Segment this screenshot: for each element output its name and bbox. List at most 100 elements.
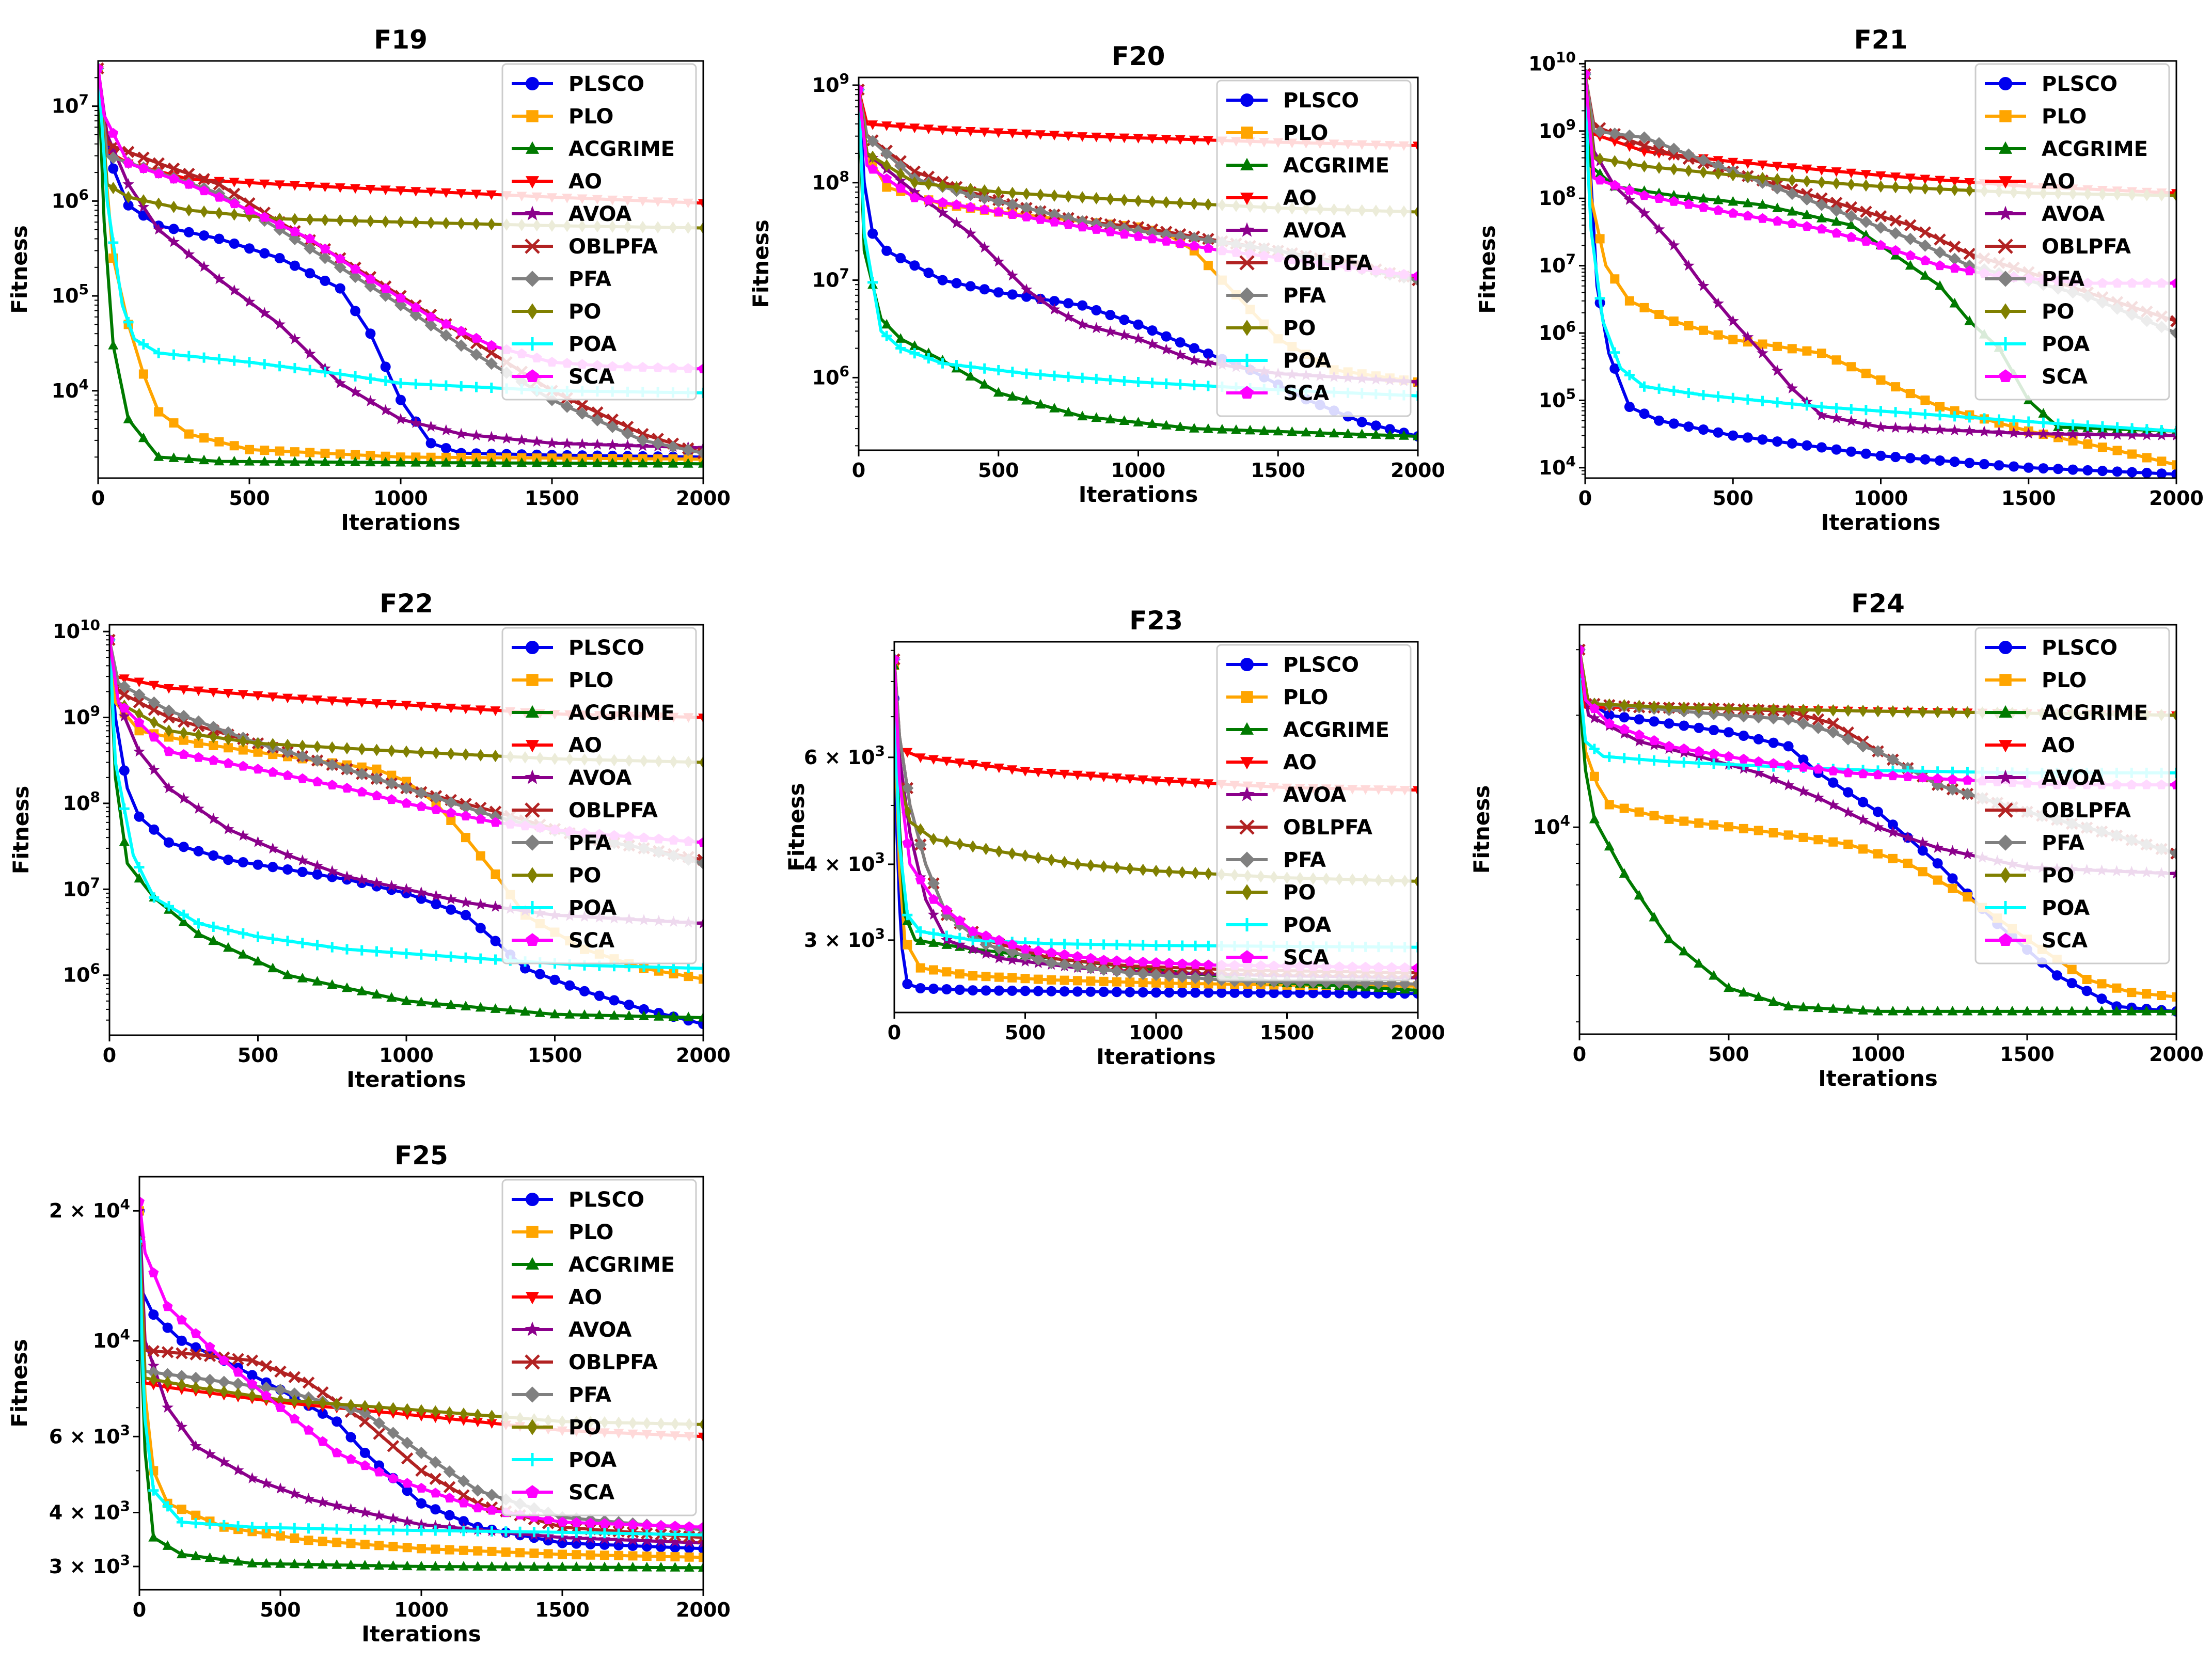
series-marker-sca bbox=[1161, 235, 1172, 246]
series-marker-acgrime bbox=[1384, 430, 1395, 439]
series-marker-avoa bbox=[1668, 239, 1680, 250]
series-marker-sca bbox=[1860, 235, 1871, 246]
series-marker-ao bbox=[193, 686, 204, 697]
series-marker-plo bbox=[1861, 369, 1871, 378]
series-marker-avoa bbox=[485, 431, 498, 442]
series-marker-acgrime bbox=[461, 1001, 471, 1010]
series-marker-avoa bbox=[415, 886, 428, 898]
series-marker-plo bbox=[1891, 382, 1901, 392]
series-marker-pfa bbox=[445, 796, 457, 809]
series-marker-poa bbox=[1594, 293, 1605, 304]
legend-label-ao: AO bbox=[2042, 734, 2075, 757]
series-marker-plsco bbox=[1979, 458, 1989, 469]
series-acgrime bbox=[109, 634, 703, 1022]
series-marker-plsco bbox=[579, 986, 590, 996]
series-marker-plo bbox=[2112, 446, 2122, 455]
legend-label-acgrime: ACGRIME bbox=[1283, 718, 1389, 742]
series-marker-poa bbox=[193, 918, 204, 929]
series-marker-plsco bbox=[297, 866, 308, 877]
legend-label-acgrime: ACGRIME bbox=[2042, 137, 2148, 161]
series-marker-pfa bbox=[914, 838, 927, 851]
series-marker-poa bbox=[244, 357, 255, 368]
series-marker-poa bbox=[401, 948, 412, 959]
series-marker-po bbox=[1965, 184, 1974, 197]
series-marker-acgrime bbox=[416, 1561, 426, 1571]
series-marker-avoa bbox=[440, 424, 452, 436]
series-marker-poa bbox=[430, 1525, 441, 1536]
series-marker-plsco bbox=[1347, 988, 1358, 999]
series-marker-acgrime bbox=[1668, 189, 1679, 200]
series-marker-po bbox=[1190, 197, 1198, 210]
series-marker-pfa bbox=[485, 357, 498, 370]
series-marker-oblpfa bbox=[415, 1464, 428, 1477]
legend-item-sca: SCA bbox=[1226, 946, 1329, 970]
series-marker-plsco bbox=[951, 278, 962, 289]
series-marker-avoa bbox=[622, 439, 634, 451]
series-marker-poa bbox=[168, 349, 179, 360]
series-marker-ao bbox=[214, 177, 225, 187]
series-marker-acgrime bbox=[425, 457, 436, 467]
series-marker-poa bbox=[585, 1527, 596, 1538]
series-marker-sca bbox=[327, 780, 338, 789]
series-marker-avoa bbox=[147, 1359, 160, 1371]
series-marker-sca bbox=[627, 1519, 638, 1529]
series-marker-sca bbox=[968, 926, 978, 936]
series-marker-plsco bbox=[1384, 424, 1395, 435]
series-marker-ao bbox=[416, 1412, 426, 1422]
series-marker-ao bbox=[1063, 131, 1074, 141]
series-marker-po bbox=[283, 738, 292, 751]
series-marker-sca bbox=[1624, 185, 1635, 195]
series-marker-acgrime bbox=[1273, 425, 1284, 436]
legend-label-acgrime: ACGRIME bbox=[568, 701, 675, 725]
series-marker-avoa bbox=[289, 333, 301, 344]
series-marker-plo bbox=[305, 448, 315, 457]
series-marker-plsco bbox=[247, 1370, 258, 1381]
series-marker-acgrime bbox=[2036, 1005, 2047, 1016]
series-marker-plsco bbox=[928, 984, 939, 994]
series-marker-po bbox=[1803, 175, 1811, 188]
series-marker-poa bbox=[1098, 939, 1109, 950]
series-marker-sca bbox=[1151, 957, 1161, 967]
series-marker-plsco bbox=[1111, 987, 1122, 998]
series-marker-plo bbox=[2172, 992, 2176, 1002]
legend-marker-avoa bbox=[1998, 205, 2013, 220]
series-marker-pfa bbox=[1032, 953, 1045, 966]
series-marker-ao bbox=[119, 674, 130, 684]
series-marker-plo bbox=[684, 1552, 694, 1562]
legend-label-avoa: AVOA bbox=[2042, 202, 2105, 226]
series-marker-acgrime bbox=[624, 1010, 635, 1020]
series-marker-poa bbox=[1979, 413, 1989, 424]
series-marker-acgrime bbox=[1757, 199, 1768, 209]
series-marker-plsco bbox=[1860, 448, 1871, 459]
series-marker-avoa bbox=[980, 947, 992, 959]
series-marker-oblpfa bbox=[1874, 210, 1887, 223]
x-tick-label: 1000 bbox=[1854, 487, 1908, 510]
series-marker-plo bbox=[372, 764, 382, 774]
series-marker-acgrime bbox=[199, 454, 210, 465]
series-marker-po bbox=[1814, 704, 1823, 717]
series-marker-plo bbox=[1903, 859, 1913, 868]
series-marker-poa bbox=[396, 378, 406, 389]
series-marker-pfa bbox=[281, 746, 294, 758]
series-marker-pfa bbox=[485, 1489, 498, 1501]
series-marker-pfa bbox=[1797, 717, 1810, 730]
series-marker-poa bbox=[274, 361, 285, 372]
series-marker-avoa bbox=[1752, 766, 1765, 778]
series-marker-plo bbox=[1888, 853, 1898, 863]
series-marker-plsco bbox=[430, 1504, 441, 1515]
legend-label-plsco: PLSCO bbox=[2042, 72, 2118, 96]
series-marker-sca bbox=[1091, 224, 1102, 234]
series-marker-poa bbox=[289, 363, 300, 373]
series-marker-po bbox=[412, 216, 420, 229]
series-marker-pfa bbox=[439, 329, 452, 342]
series-marker-avoa bbox=[334, 377, 346, 388]
y-axis-label: Fitness bbox=[8, 786, 34, 875]
series-marker-po bbox=[969, 840, 977, 853]
series-marker-poa bbox=[1724, 759, 1734, 770]
series-marker-po bbox=[397, 216, 405, 229]
series-marker-avoa bbox=[1623, 194, 1636, 205]
series-marker-avoa bbox=[228, 284, 241, 296]
series-marker-poa bbox=[164, 901, 174, 912]
y-tick-label: 109 bbox=[63, 703, 100, 729]
